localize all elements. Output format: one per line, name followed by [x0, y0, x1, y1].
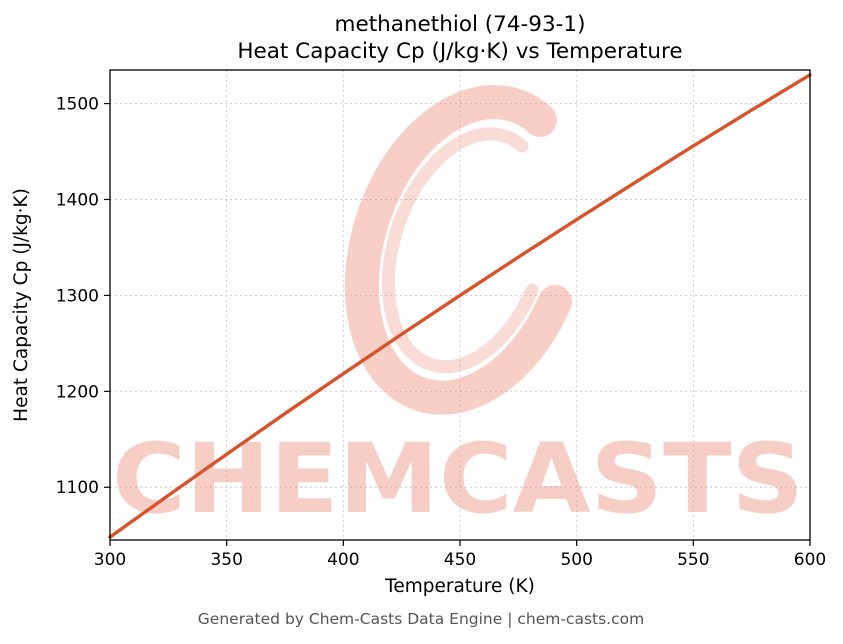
y-axis-label: Heat Capacity Cp (J/kg·K) [11, 188, 32, 422]
x-tick-label: 300 [94, 550, 126, 570]
watermark-logo-inner-icon [381, 127, 539, 374]
watermark-text: CHEMCASTS [112, 423, 804, 535]
cp-vs-temperature-line [108, 73, 812, 539]
x-tick-label: 350 [210, 550, 242, 570]
x-tick-label: 600 [794, 550, 826, 570]
chart-title-line1: methanethiol (74-93-1) [335, 12, 586, 37]
y-tick-label: 1500 [56, 95, 99, 115]
watermark-logo-icon [344, 85, 572, 415]
x-tick-label: 550 [677, 550, 709, 570]
y-tick-label: 1400 [56, 190, 99, 210]
chart-title-line2: Heat Capacity Cp (J/kg·K) vs Temperature [237, 39, 682, 64]
x-tick-label: 500 [560, 550, 592, 570]
x-tick-label: 400 [327, 550, 359, 570]
x-axis-label: Temperature (K) [384, 576, 535, 597]
footer-credit: Generated by Chem-Casts Data Engine | ch… [198, 610, 644, 628]
y-tick-label: 1100 [56, 478, 99, 498]
x-tick-label: 450 [444, 550, 476, 570]
axis-ticks: 300 350 400 450 500 550 600 1100 1200 1300 1400 150… [56, 95, 826, 570]
watermark: CHEMCASTS [112, 85, 804, 535]
y-tick-label: 1200 [56, 382, 99, 402]
y-tick-label: 1300 [56, 286, 99, 306]
